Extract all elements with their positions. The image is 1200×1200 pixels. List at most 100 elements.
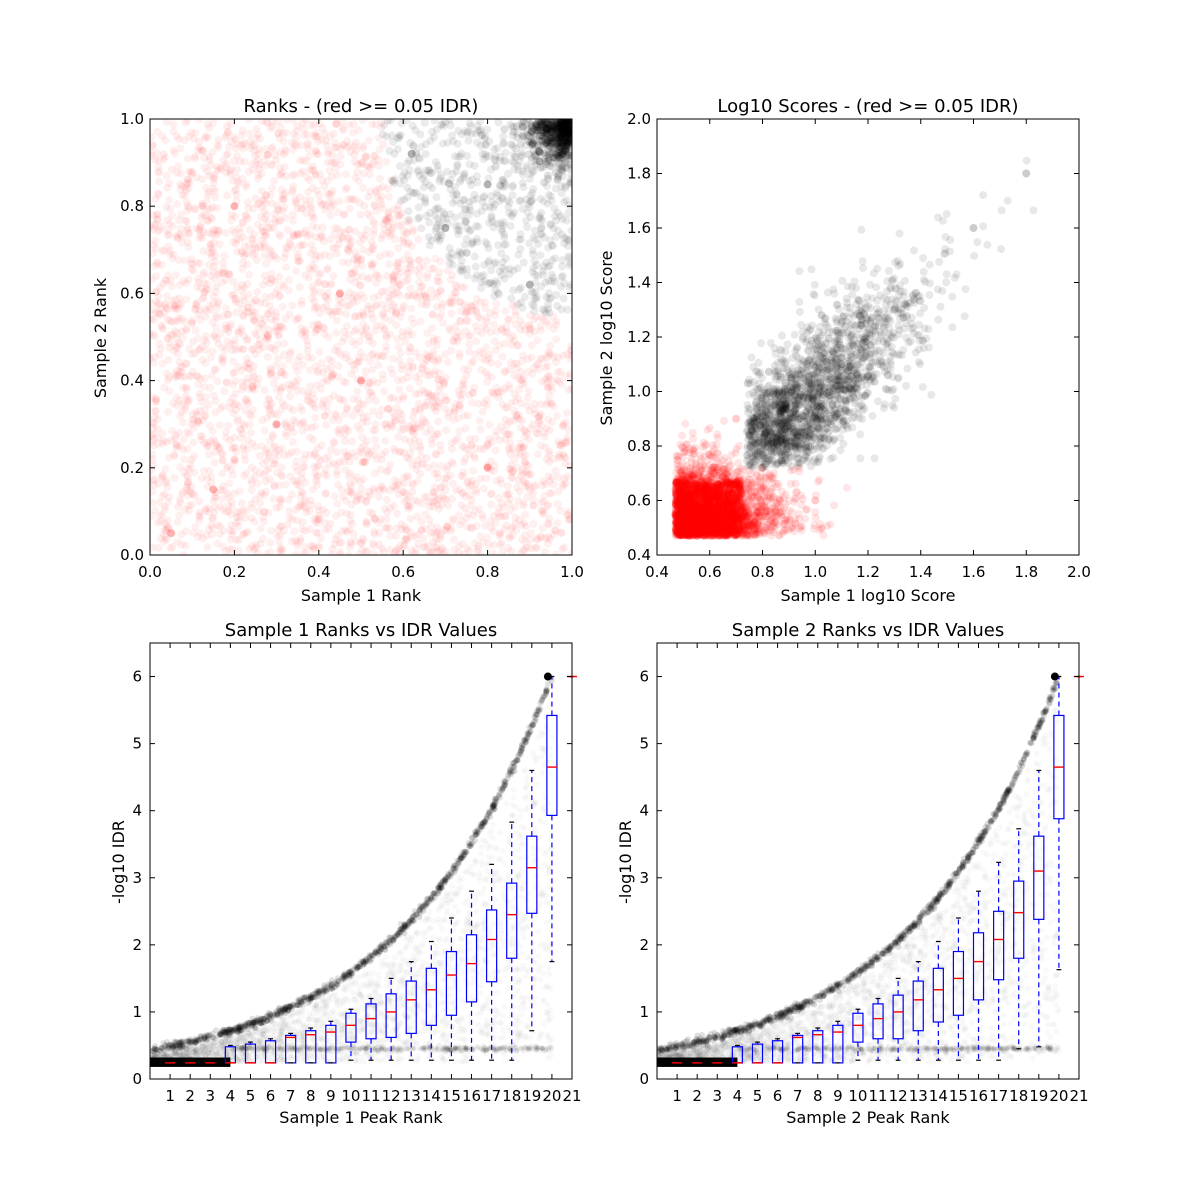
point-fail: [186, 465, 195, 474]
point-fail: [159, 155, 168, 164]
point-pass: [516, 283, 525, 292]
point-pass: [529, 185, 538, 194]
point-fail: [293, 230, 302, 239]
point-fail: [510, 406, 519, 415]
point-fail: [399, 542, 408, 551]
point-pass: [508, 131, 517, 140]
point-fail: [335, 458, 344, 467]
point-fail: [154, 177, 163, 186]
point-fail: [156, 283, 165, 292]
point-fail: [394, 276, 403, 285]
point-fail: [510, 390, 519, 399]
point-fail: [371, 278, 380, 287]
point-fail: [195, 306, 204, 315]
point-fail: [520, 426, 529, 435]
point-fail: [263, 309, 272, 318]
point-fail: [356, 399, 365, 408]
point-pass: [554, 226, 563, 235]
point-pass: [537, 230, 546, 239]
point-fail: [215, 443, 224, 452]
point-pass: [530, 294, 539, 303]
point-fail: [196, 223, 205, 232]
point-fail: [370, 202, 379, 211]
point-fail: [494, 494, 503, 503]
point-fail: [158, 132, 167, 141]
point-pass: [497, 271, 506, 280]
point-fail: [194, 278, 203, 287]
point-fail: [377, 405, 386, 414]
point-fail: [451, 437, 460, 446]
point-fail: [334, 361, 343, 370]
point-fail: [344, 225, 353, 234]
point-fail: [446, 471, 455, 480]
point-fail: [492, 383, 501, 392]
point-fail: [365, 508, 374, 517]
point-fail: [344, 472, 353, 481]
point-fail: [375, 252, 384, 261]
point-fail: [219, 486, 228, 495]
point-fail: [435, 268, 444, 277]
point-fail: [472, 337, 481, 346]
y-tick-label: 1.0: [120, 110, 144, 128]
point-pass: [514, 166, 523, 175]
point-fail: [315, 543, 324, 552]
point-fail: [261, 145, 270, 154]
point-fail: [532, 428, 541, 437]
point-fail: [358, 536, 367, 545]
point-pass: [422, 212, 431, 221]
point-fail: [418, 414, 427, 423]
point-fail: [150, 441, 158, 450]
point-fail: [567, 549, 572, 555]
point-pass: [449, 190, 458, 199]
point-fail: [251, 244, 260, 253]
point-pass: [547, 294, 556, 303]
point-fail: [247, 514, 256, 523]
point-fail: [343, 244, 352, 253]
point-fail: [189, 489, 198, 498]
point-fail: [382, 342, 391, 351]
point-pass: [471, 129, 480, 138]
point-fail: [194, 233, 203, 242]
point-fail: [554, 487, 563, 496]
point-fail: [511, 320, 520, 329]
point-pass: [463, 271, 472, 280]
point-fail: [281, 214, 290, 223]
point-fail: [190, 468, 199, 477]
point-fail: [347, 269, 356, 278]
point-pass: [527, 197, 536, 206]
point-fail: [274, 451, 283, 460]
point-pass: [540, 306, 549, 315]
point-fail: [432, 289, 441, 298]
point-pass: [510, 122, 519, 131]
point-fail: [397, 220, 406, 229]
point-fail: [519, 451, 528, 460]
point-fail: [203, 133, 212, 142]
point-fail: [261, 329, 270, 338]
point-fail: [321, 293, 330, 302]
point-fail: [151, 288, 160, 297]
point-fail: [461, 424, 470, 433]
point-fail: [508, 301, 517, 310]
point-fail: [189, 528, 198, 537]
point-fail: [158, 247, 167, 256]
point-fail: [163, 315, 172, 324]
point-fail: [225, 436, 234, 445]
point-fail: [524, 470, 533, 479]
point-fail: [465, 546, 474, 555]
point-fail: [357, 495, 366, 504]
point-fail: [223, 191, 232, 200]
point-fail: [535, 411, 544, 420]
point-pass: [473, 138, 482, 147]
point-pass: [467, 240, 476, 249]
point-pass: [424, 233, 433, 242]
point-fail: [175, 495, 184, 504]
point-fail: [303, 353, 312, 362]
point-fail: [195, 508, 204, 517]
point-fail: [455, 404, 464, 413]
point-fail: [203, 482, 212, 491]
point-fail: [156, 344, 165, 353]
point-fail: [353, 272, 362, 281]
point-fail: [154, 300, 163, 309]
point-fail: [398, 488, 407, 497]
point-fail: [158, 359, 167, 368]
